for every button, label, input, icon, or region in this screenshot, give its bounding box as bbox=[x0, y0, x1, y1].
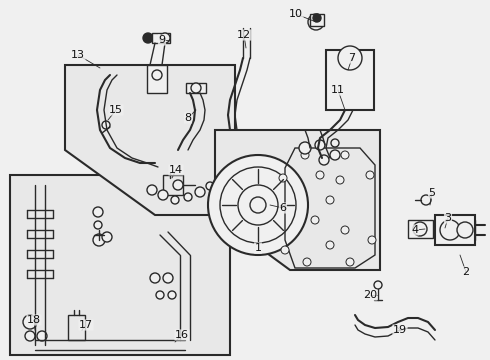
Circle shape bbox=[421, 195, 431, 205]
Circle shape bbox=[301, 151, 309, 159]
Circle shape bbox=[413, 222, 427, 236]
Text: 1: 1 bbox=[254, 243, 262, 253]
Circle shape bbox=[308, 14, 324, 30]
Circle shape bbox=[158, 190, 168, 200]
Bar bbox=[186, 83, 206, 93]
Text: 3: 3 bbox=[444, 213, 451, 223]
Text: 9: 9 bbox=[158, 35, 166, 45]
Text: 14: 14 bbox=[169, 165, 183, 175]
Text: 19: 19 bbox=[393, 325, 407, 335]
Circle shape bbox=[238, 185, 278, 225]
Circle shape bbox=[93, 207, 103, 217]
Circle shape bbox=[163, 273, 173, 283]
Circle shape bbox=[281, 246, 289, 254]
Circle shape bbox=[341, 226, 349, 234]
Circle shape bbox=[23, 315, 37, 329]
Circle shape bbox=[316, 171, 324, 179]
Text: 18: 18 bbox=[27, 315, 41, 325]
Circle shape bbox=[338, 46, 362, 70]
Circle shape bbox=[326, 196, 334, 204]
Circle shape bbox=[440, 220, 460, 240]
Circle shape bbox=[208, 155, 308, 255]
Text: 6: 6 bbox=[279, 203, 287, 213]
Circle shape bbox=[160, 33, 170, 43]
Circle shape bbox=[152, 70, 162, 80]
Circle shape bbox=[168, 291, 176, 299]
Circle shape bbox=[250, 197, 266, 213]
Circle shape bbox=[311, 216, 319, 224]
Text: 10: 10 bbox=[289, 9, 303, 19]
Circle shape bbox=[331, 139, 339, 147]
Circle shape bbox=[37, 331, 47, 341]
Circle shape bbox=[220, 167, 296, 243]
Circle shape bbox=[303, 258, 311, 266]
Text: 5: 5 bbox=[428, 188, 436, 198]
Text: 12: 12 bbox=[237, 30, 251, 40]
Circle shape bbox=[344, 49, 356, 61]
Circle shape bbox=[315, 140, 325, 150]
Circle shape bbox=[336, 176, 344, 184]
Circle shape bbox=[156, 291, 164, 299]
Circle shape bbox=[191, 83, 201, 93]
Circle shape bbox=[25, 331, 35, 341]
Bar bbox=[330, 55, 370, 105]
Bar bbox=[147, 65, 167, 93]
Polygon shape bbox=[10, 175, 230, 355]
Bar bbox=[152, 33, 170, 43]
Bar bbox=[326, 50, 374, 110]
Circle shape bbox=[279, 174, 287, 182]
Circle shape bbox=[319, 155, 329, 165]
Circle shape bbox=[368, 236, 376, 244]
Text: 15: 15 bbox=[109, 105, 123, 115]
Circle shape bbox=[195, 187, 205, 197]
Text: 11: 11 bbox=[331, 85, 345, 95]
Circle shape bbox=[346, 258, 354, 266]
Text: 17: 17 bbox=[79, 320, 93, 330]
Text: 16: 16 bbox=[175, 330, 189, 340]
Bar bbox=[408, 220, 433, 238]
Circle shape bbox=[332, 58, 352, 78]
Circle shape bbox=[173, 180, 183, 190]
Circle shape bbox=[206, 182, 214, 190]
Circle shape bbox=[457, 222, 473, 238]
Circle shape bbox=[374, 281, 382, 289]
Circle shape bbox=[350, 58, 370, 78]
Circle shape bbox=[366, 171, 374, 179]
Bar bbox=[310, 14, 324, 26]
Circle shape bbox=[184, 193, 192, 201]
Circle shape bbox=[147, 185, 157, 195]
Polygon shape bbox=[215, 130, 380, 270]
Circle shape bbox=[330, 150, 340, 160]
Circle shape bbox=[326, 241, 334, 249]
Circle shape bbox=[171, 196, 179, 204]
Text: 2: 2 bbox=[463, 267, 469, 277]
Circle shape bbox=[150, 273, 160, 283]
Circle shape bbox=[143, 33, 153, 43]
Bar bbox=[435, 215, 475, 245]
Polygon shape bbox=[65, 65, 235, 215]
Circle shape bbox=[313, 14, 321, 22]
Circle shape bbox=[299, 142, 311, 154]
Circle shape bbox=[93, 234, 105, 246]
Text: 8: 8 bbox=[184, 113, 192, 123]
Circle shape bbox=[102, 121, 110, 129]
Text: 7: 7 bbox=[348, 53, 356, 63]
Circle shape bbox=[102, 232, 112, 242]
Text: 13: 13 bbox=[71, 50, 85, 60]
Circle shape bbox=[341, 151, 349, 159]
Text: 20: 20 bbox=[363, 290, 377, 300]
Circle shape bbox=[94, 221, 102, 229]
Text: 4: 4 bbox=[412, 225, 418, 235]
